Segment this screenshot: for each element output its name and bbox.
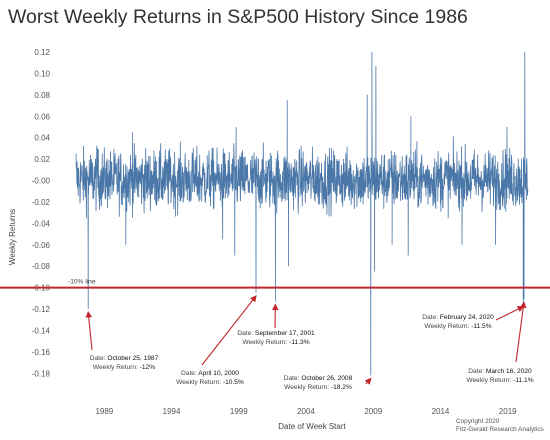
x-axis: 1989 1994 1999 2004 2009 2014 2019 (95, 407, 517, 416)
annotation: Date: October 26, 2008 Weekly Return: -18… (284, 375, 353, 391)
x-tick-label: 2019 (499, 407, 517, 416)
annotation-date-label: Date: (181, 370, 197, 377)
annotation-return-label: Weekly Return: (284, 384, 329, 391)
y-tick-label: 0.06 (34, 112, 50, 121)
annotation-arrow (495, 306, 525, 321)
annotation-return: -11.5% (471, 323, 492, 330)
y-tick-label: -0.14 (32, 326, 51, 335)
annotation-date-line: Date: October 26, 2008 (284, 375, 353, 382)
annotation-return-label: Weekly Return: (466, 377, 511, 384)
annotation-date-label: Date: (468, 368, 484, 375)
annotation-date: October 26, 2008 (301, 375, 352, 382)
x-tick-label: 1999 (230, 407, 248, 416)
annotation-return-label: Weekly Return: (176, 379, 221, 386)
y-tick-label: -0.18 (32, 369, 51, 378)
series-layer (75, 51, 529, 376)
annotation-return-line: Weekly Return: -10.5% (176, 379, 244, 386)
annotation-arrow (515, 301, 527, 363)
y-tick-label: -0.08 (32, 262, 51, 271)
x-tick-label: 2009 (364, 407, 382, 416)
annotation-date-line: Date: October 25, 1987 (90, 355, 159, 362)
annotation-date-line: Date: February 24, 2020 (422, 314, 494, 321)
annotation-date-line: Date: March 16, 2020 (468, 368, 532, 375)
annotation: Date: February 24, 2020 Weekly Return: -1… (422, 314, 494, 330)
copyright-author: Fitz-Gerald Research Analytics (456, 426, 544, 433)
y-tick-label: 0.02 (34, 155, 50, 164)
x-axis-label: Date of Week Start (278, 422, 346, 431)
y-axis: 0.12 0.10 0.08 0.06 0.04 0.02 -0.00 -0.02 -0.04 -… (32, 48, 51, 378)
annotation-return-line: Weekly Return: -12% (93, 364, 155, 371)
copyright-note: Copyright 2020 Fitz-Gerald Research Anal… (456, 418, 544, 434)
series-line (75, 51, 529, 376)
y-tick-label: -0.12 (32, 305, 51, 314)
annotation-return-label: Weekly Return: (93, 364, 138, 371)
y-tick-label: 0.04 (34, 134, 50, 143)
x-tick-label: 1989 (95, 407, 113, 416)
annotation-date: September 17, 2001 (255, 330, 315, 337)
annotation-return: -11.3% (289, 339, 310, 346)
annotation-return-line: Weekly Return: -18.2% (284, 384, 352, 391)
annotation-date: October 25, 1987 (107, 355, 158, 362)
y-tick-label: 0.10 (34, 69, 50, 78)
annotation-date-line: Date: September 17, 2001 (237, 330, 315, 337)
annotation-date-label: Date: (237, 330, 253, 337)
annotation: Date: April 10, 2000 Weekly Return: -10.5… (176, 370, 244, 386)
annotation-date: February 24, 2020 (440, 314, 494, 321)
y-tick-label: -0.04 (32, 219, 51, 228)
annotation-return-label: Weekly Return: (242, 339, 287, 346)
annotation-return-line: Weekly Return: -11.5% (424, 323, 491, 330)
annotation-date: April 10, 2000 (198, 370, 239, 377)
annotation: Date: October 25, 1987 Weekly Return: -12… (90, 355, 159, 371)
copyright-line: Copyright 2020 (456, 418, 500, 425)
annotation-date: March 16, 2020 (486, 368, 532, 375)
chart-title: Worst Weekly Returns in S&P500 History S… (8, 6, 468, 28)
annotation-date-label: Date: (284, 375, 300, 382)
annotation-date-label: Date: (422, 314, 438, 321)
y-axis-label: Weekly Returns (8, 209, 17, 265)
annotation-return-label: Weekly Return: (424, 323, 469, 330)
annotation: Date: September 17, 2001 Weekly Return: -… (237, 330, 315, 346)
y-tick-label: -0.02 (32, 198, 51, 207)
annotation-arrow (85, 310, 93, 351)
reference-line-label: -10% line (68, 279, 96, 286)
y-tick-label: -0.00 (32, 177, 51, 186)
annotation-layer: Date: October 25, 1987 Weekly Return: -12… (85, 295, 534, 391)
y-tick-label: 0.08 (34, 91, 50, 100)
annotation-return-line: Weekly Return: -11.3% (242, 339, 309, 346)
annotation: Date: March 16, 2020 Weekly Return: -11.1… (466, 368, 533, 384)
annotation-date-label: Date: (90, 355, 106, 362)
reference-line-layer: -10% line (0, 279, 550, 289)
x-tick-label: 2014 (432, 407, 450, 416)
annotation-return: -18.2% (331, 384, 352, 391)
y-tick-label: 0.12 (34, 48, 50, 57)
annotation-return-line: Weekly Return: -11.1% (466, 377, 533, 384)
x-tick-label: 2004 (297, 407, 315, 416)
annotation-arrow (201, 295, 257, 366)
annotation-return: -10.5% (223, 379, 244, 386)
annotation-return: -12% (140, 364, 156, 371)
y-tick-label: -0.16 (32, 348, 51, 357)
y-tick-label: -0.06 (32, 241, 51, 250)
annotation-arrow (364, 377, 372, 385)
annotation-return: -11.1% (513, 377, 534, 384)
annotation-date-line: Date: April 10, 2000 (181, 370, 239, 377)
x-tick-label: 1994 (163, 407, 181, 416)
